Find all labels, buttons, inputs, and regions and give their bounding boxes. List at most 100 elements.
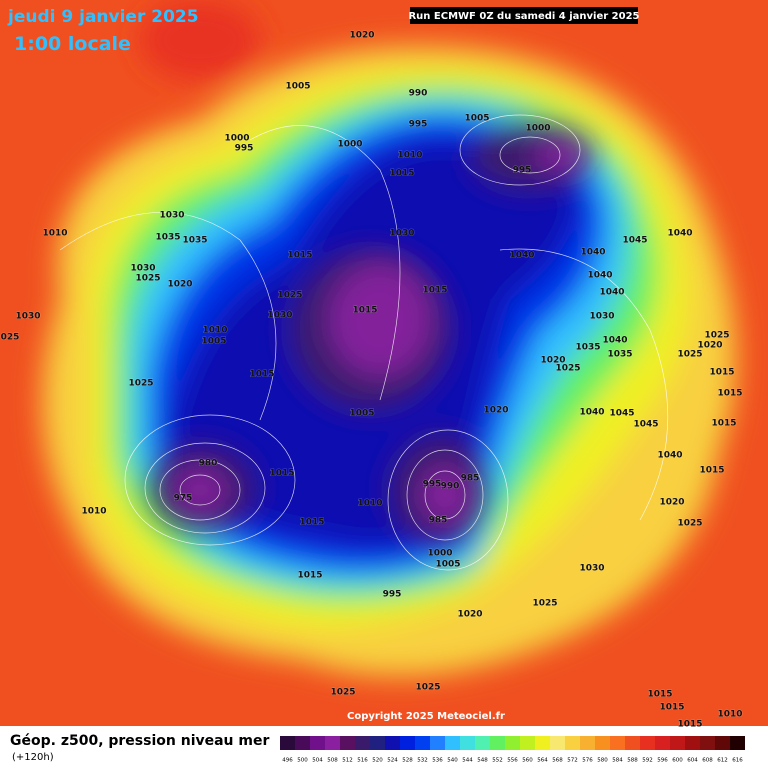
isobar-label: 1015: [647, 690, 672, 700]
scale-label: 584: [612, 758, 623, 764]
isobar-label: 1015: [422, 286, 447, 296]
scale-label: 564: [537, 758, 548, 764]
scale-label: 524: [387, 758, 398, 764]
scale-label: 544: [462, 758, 473, 764]
isobar-label: 1010: [202, 326, 227, 336]
isobar-label: 1015: [677, 720, 702, 730]
scale-label: 608: [702, 758, 713, 764]
scale-swatch: [565, 736, 580, 750]
isobar-label: 1005: [464, 114, 489, 124]
scale-swatch: [580, 736, 595, 750]
scale-swatch: [340, 736, 355, 750]
isobar-label: 1000: [337, 140, 362, 150]
scale-swatch: [370, 736, 385, 750]
isobar-label: 1045: [609, 409, 634, 419]
scale-swatch: [595, 736, 610, 750]
isobar-label: 1040: [599, 288, 624, 298]
isobar-label: 995: [383, 590, 402, 600]
run-text: Run ECMWF 0Z du samedi 4 janvier 2025: [408, 11, 639, 22]
isobar-label: 1025: [128, 379, 153, 389]
isobar-label: 1040: [509, 251, 534, 261]
scale-swatch: [520, 736, 535, 750]
isobar-label: 1030: [159, 211, 184, 221]
isobar-label: 1015: [249, 370, 274, 380]
scale-swatch: [655, 736, 670, 750]
isobar-label: 1020: [659, 498, 684, 508]
isobar-label: 985: [429, 516, 448, 526]
isobar-label: 1010: [717, 710, 742, 720]
isobar-label: 1015: [717, 389, 742, 399]
scale-swatch: [625, 736, 640, 750]
isobar-label: 1025: [677, 350, 702, 360]
isobar-label: 1010: [397, 151, 422, 161]
isobar-label: 1005: [349, 409, 374, 419]
scale-label: 508: [327, 758, 338, 764]
isobar-label: 1015: [287, 251, 312, 261]
isobar-label: 995: [235, 144, 254, 154]
isobar-label: 980: [199, 459, 218, 469]
run-box: [410, 7, 638, 24]
scale-swatch: [295, 736, 310, 750]
isobar-label: 1035: [155, 233, 180, 243]
scale-label: 616: [732, 758, 743, 764]
scale-swatch: [400, 736, 415, 750]
isobar-label: 1025: [277, 291, 302, 301]
field: [0, 0, 768, 726]
scale-label: 516: [357, 758, 368, 764]
isobar-label: 1015: [699, 466, 724, 476]
scale-swatch: [460, 736, 475, 750]
isobar-label: 1000: [525, 124, 550, 134]
scale-swatch: [280, 736, 295, 750]
scale-label: 572: [567, 758, 578, 764]
isobar-label: 1015: [659, 703, 684, 713]
scale-label: 580: [597, 758, 608, 764]
scale-swatch: [550, 736, 565, 750]
isobar-label: 1025: [677, 519, 702, 529]
scale-label: 556: [507, 758, 518, 764]
scale-label: 540: [447, 758, 458, 764]
isobar-label: 1025: [330, 688, 355, 698]
isobar-label: 995: [513, 166, 532, 176]
scale-swatch: [415, 736, 430, 750]
isobar-label: 1010: [81, 507, 106, 517]
scale-label: 548: [477, 758, 488, 764]
scale-swatch: [535, 736, 550, 750]
scale-swatch: [475, 736, 490, 750]
footer-lead: (+120h): [12, 752, 54, 763]
isobar-label: 1020: [457, 610, 482, 620]
isobar-label: 1025: [532, 599, 557, 609]
isobar-label: 1015: [711, 419, 736, 429]
isobar-label: 1020: [349, 31, 374, 41]
isobar-label: 1025: [135, 274, 160, 284]
scale-swatch: [610, 736, 625, 750]
scale-label: 500: [297, 758, 308, 764]
isobar-label: 1015: [269, 469, 294, 479]
isobar-label: 1040: [667, 229, 692, 239]
scale-label: 532: [417, 758, 428, 764]
isobar-label: 1030: [15, 312, 40, 322]
isobar-label: 1015: [352, 306, 377, 316]
scale-swatch: [430, 736, 445, 750]
isobar-label: 1045: [633, 420, 658, 430]
scale-label: 568: [552, 758, 563, 764]
scale-swatch: [730, 736, 745, 750]
isobar-label: 990: [409, 89, 428, 99]
scale-swatch: [715, 736, 730, 750]
date: jeudi 9 janvier 2025: [7, 7, 199, 27]
scale-label: 596: [657, 758, 668, 764]
isobar-label: 995: [423, 480, 442, 490]
isobar-label: 1040: [579, 408, 604, 418]
isobar-label: 1010: [357, 499, 382, 509]
scale-swatch: [445, 736, 460, 750]
isobar-label: 1015: [299, 518, 324, 528]
scale-label: 504: [312, 758, 323, 764]
isobar-label: 025: [1, 333, 20, 343]
isobar-label: 1025: [415, 683, 440, 693]
isobar-label: 1025: [555, 364, 580, 374]
isobar-label: 1020: [540, 356, 565, 366]
isobar-label: 1010: [42, 229, 67, 239]
isobar-label: 1040: [587, 271, 612, 281]
isobar-label: 1030: [579, 564, 604, 574]
isobar-label: 1040: [602, 336, 627, 346]
isobar-label: 1005: [285, 82, 310, 92]
